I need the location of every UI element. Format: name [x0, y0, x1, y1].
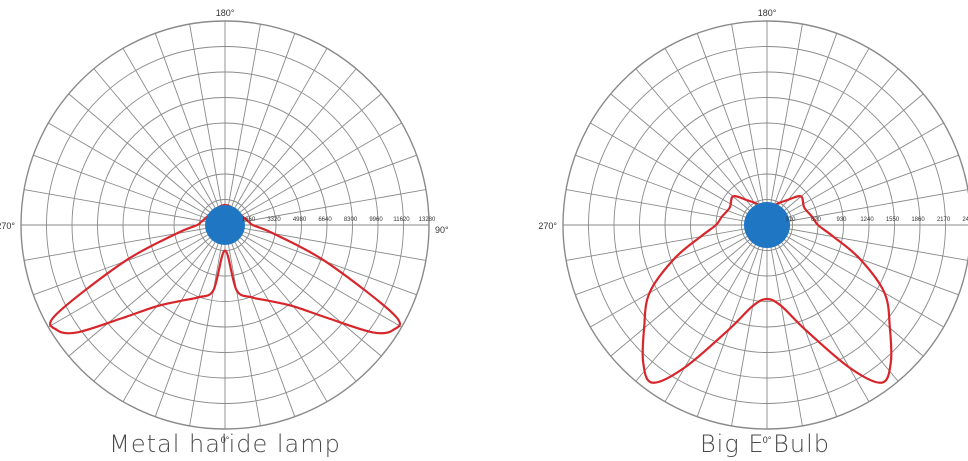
- grid-spoke: [33, 224, 226, 296]
- grid-spoke: [224, 224, 296, 417]
- center-lamp-marker: [205, 205, 245, 245]
- grid-spoke: [766, 154, 959, 226]
- grid-spoke: [635, 224, 768, 382]
- grid-spoke: [575, 224, 768, 296]
- grid-spoke: [766, 224, 968, 261]
- grid-spoke: [731, 24, 768, 226]
- grid-spoke: [33, 154, 226, 226]
- grid-spoke: [224, 224, 261, 426]
- grid-spoke: [224, 68, 357, 226]
- grid-spoke: [154, 224, 226, 417]
- grid-spoke: [224, 48, 328, 226]
- grid-spoke: [224, 224, 402, 328]
- radial-tick-label: 13280: [419, 217, 436, 223]
- grid-spoke: [766, 224, 924, 357]
- radial-tick-label: 11620: [393, 217, 410, 223]
- grid-spoke: [122, 224, 226, 402]
- radial-tick-label: 4980: [293, 217, 307, 223]
- radial-tick-label: 1660: [242, 217, 256, 223]
- grid-spoke: [664, 224, 768, 402]
- grid-spoke: [766, 33, 838, 226]
- polar-chart-metal-halide: 1660 3320 4980 6640 8300 9960 11620 13280 180° 0°…: [0, 8, 449, 445]
- grid-spoke: [224, 33, 296, 226]
- grid-spoke: [766, 93, 924, 226]
- grid-spoke: [766, 122, 944, 226]
- radial-tick-label: 1860: [911, 217, 925, 223]
- grid-spoke: [590, 224, 768, 328]
- grid-spoke: [68, 93, 226, 226]
- grid-spoke: [766, 224, 838, 417]
- grid-spoke: [766, 224, 899, 382]
- grid-spoke: [224, 224, 426, 261]
- grid-spoke: [189, 224, 226, 426]
- grid-spoke: [766, 224, 803, 426]
- grid-spoke: [224, 224, 357, 382]
- grid-spoke: [154, 33, 226, 226]
- polar-chart-big-e-bulb: 31062093012401550186021702480180°0°270°9…: [538, 8, 968, 445]
- grid-spoke: [189, 24, 226, 226]
- angle-label-bottom: 0°: [221, 435, 230, 445]
- angle-label-left: 270°: [0, 221, 15, 231]
- grid-spoke: [610, 93, 768, 226]
- angle-label-left: 270°: [538, 221, 557, 231]
- grid-spoke: [766, 224, 959, 296]
- grid-spoke: [224, 224, 328, 402]
- grid-spoke: [566, 189, 768, 226]
- radial-tick-label: 8300: [344, 217, 358, 223]
- center-lamp-marker: [744, 202, 790, 248]
- chart-title-metal-halide: Metal halide lamp: [109, 430, 341, 458]
- grid-spoke: [566, 224, 768, 261]
- angle-label-bottom: 0°: [763, 435, 772, 445]
- radial-tick-label: 1550: [886, 217, 900, 223]
- grid-spoke: [48, 122, 226, 226]
- polar-grid: [562, 20, 968, 430]
- radial-tick-label: 9960: [369, 217, 383, 223]
- grid-spoke: [122, 48, 226, 226]
- grid-spoke: [590, 122, 768, 226]
- angle-label-top: 180°: [216, 8, 235, 18]
- grid-spoke: [696, 224, 768, 417]
- grid-spoke: [766, 48, 870, 226]
- grid-spoke: [224, 24, 261, 226]
- angle-label-right: 90°: [435, 225, 449, 235]
- grid-spoke: [696, 33, 768, 226]
- grid-spoke: [610, 224, 768, 357]
- grid-spoke: [224, 122, 402, 226]
- radial-tick-label: 2480: [962, 217, 968, 223]
- grid-spoke: [93, 68, 226, 226]
- grid-spoke: [575, 154, 768, 226]
- radial-tick-label: 2170: [937, 217, 951, 223]
- radial-tick-label: 930: [836, 217, 847, 223]
- grid-spoke: [224, 224, 417, 296]
- grid-spoke: [766, 224, 944, 328]
- grid-spoke: [24, 224, 226, 261]
- radial-tick-label: 310: [785, 217, 796, 223]
- grid-spoke: [766, 24, 803, 226]
- grid-spoke: [766, 224, 870, 402]
- chart-title-big-e-bulb: Big E Bulb: [699, 430, 831, 458]
- grid-spoke: [224, 93, 382, 226]
- polar-grid: [20, 20, 430, 430]
- radial-tick-label: 620: [811, 217, 822, 223]
- radial-tick-label: 6640: [318, 217, 332, 223]
- grid-spoke: [224, 154, 417, 226]
- grid-spoke: [24, 189, 226, 226]
- grid-spoke: [224, 224, 382, 357]
- grid-spoke: [68, 224, 226, 357]
- radial-tick-label: 3320: [267, 217, 281, 223]
- grid-spoke: [93, 224, 226, 382]
- grid-spoke: [731, 224, 768, 426]
- radial-tick-label: 1240: [860, 217, 874, 223]
- grid-spoke: [48, 224, 226, 328]
- grid-spoke: [766, 189, 968, 226]
- grid-spoke: [224, 189, 426, 226]
- angle-label-top: 180°: [758, 8, 777, 18]
- grid-spoke: [664, 48, 768, 226]
